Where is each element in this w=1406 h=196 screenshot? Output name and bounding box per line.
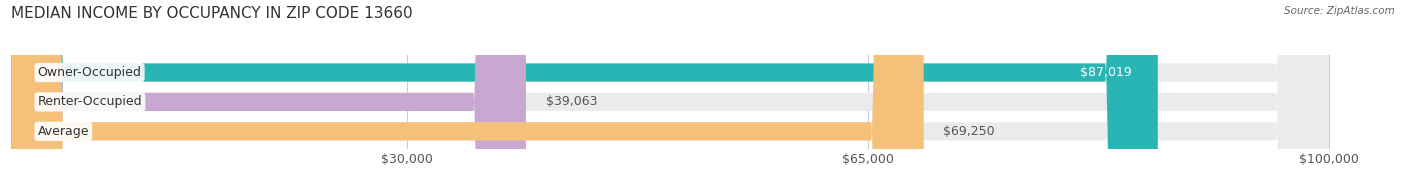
FancyBboxPatch shape [11, 0, 1329, 196]
Text: Source: ZipAtlas.com: Source: ZipAtlas.com [1284, 6, 1395, 16]
FancyBboxPatch shape [11, 0, 526, 196]
FancyBboxPatch shape [11, 0, 1329, 196]
Text: Owner-Occupied: Owner-Occupied [38, 66, 142, 79]
FancyBboxPatch shape [11, 0, 1329, 196]
Text: $39,063: $39,063 [546, 95, 598, 108]
Text: MEDIAN INCOME BY OCCUPANCY IN ZIP CODE 13660: MEDIAN INCOME BY OCCUPANCY IN ZIP CODE 1… [11, 6, 413, 21]
Text: $69,250: $69,250 [943, 125, 995, 138]
FancyBboxPatch shape [11, 0, 924, 196]
Text: Renter-Occupied: Renter-Occupied [38, 95, 142, 108]
Text: $87,019: $87,019 [1080, 66, 1132, 79]
FancyBboxPatch shape [11, 0, 1157, 196]
Text: Average: Average [38, 125, 89, 138]
